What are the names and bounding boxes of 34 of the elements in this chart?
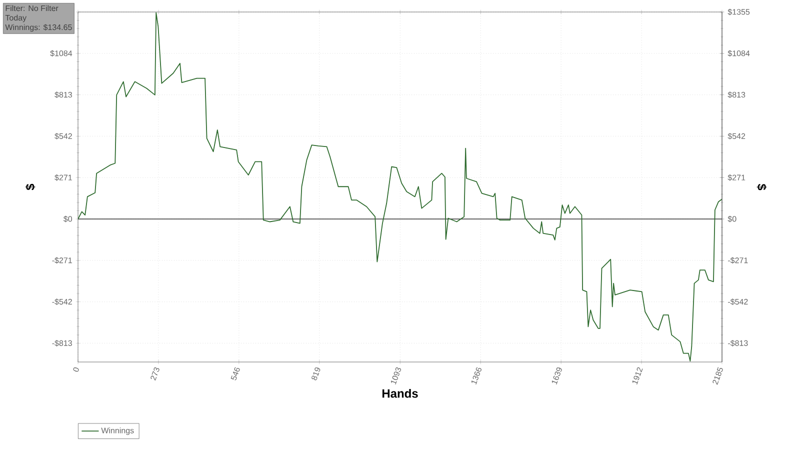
text: Filter: No Filter <box>6 5 58 12</box>
y-axis-title: $ <box>25 184 36 190</box>
x-tick-label: 1093 <box>390 367 402 385</box>
x-tick-label: 2185 <box>712 367 723 385</box>
y2-tick-label: -$542 <box>728 298 748 306</box>
x-tick-label: 1366 <box>471 367 482 385</box>
x-tick-label: 1639 <box>552 367 562 385</box>
y-tick-label: $0 <box>64 216 72 222</box>
y2-tick-label: $542 <box>728 132 746 140</box>
y2-tick-label: $1355 <box>728 8 750 16</box>
legend-label: Winnings <box>101 427 134 435</box>
x-tick-label: 1912 <box>632 367 643 385</box>
x-axis-title: Hands <box>382 388 418 398</box>
x-tick-label: 0 <box>73 367 79 372</box>
y-tick-label: -$542 <box>52 298 72 306</box>
y2-tick-label: -$813 <box>728 340 748 346</box>
y-tick-label: $1084 <box>50 50 72 57</box>
x-tick-label: 546 <box>230 367 240 380</box>
y-tick-label: $542 <box>54 132 72 140</box>
y-tick-label: $271 <box>54 174 72 181</box>
x-tick-label: 819 <box>312 367 320 380</box>
y2-tick-label: $0 <box>728 216 736 222</box>
y2-tick-label: -$271 <box>728 257 748 264</box>
y2-tick-label: $1084 <box>728 50 750 57</box>
line-series <box>78 12 722 362</box>
y2-axis-title: $ <box>756 184 767 190</box>
y-tick-label: -$271 <box>52 257 72 264</box>
y-tick-label: $813 <box>54 92 72 98</box>
text: Winnings: $134.65 <box>5 24 72 32</box>
text: Today <box>5 14 27 22</box>
y2-tick-label: $271 <box>728 174 746 181</box>
x-tick-label: 273 <box>150 367 160 381</box>
y-tick-label: -$813 <box>52 340 72 346</box>
y2-tick-label: $813 <box>728 92 746 98</box>
